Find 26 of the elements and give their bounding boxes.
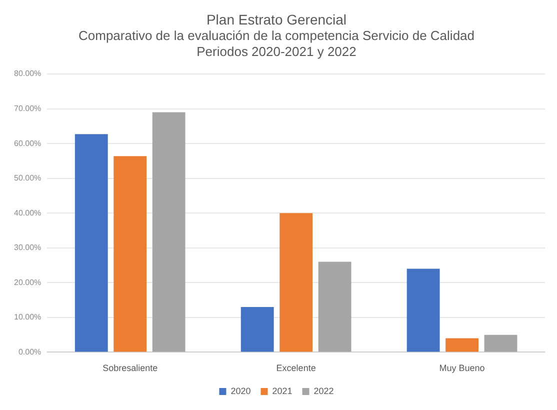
bar [152,112,186,352]
y-tick-label: 40.00% [14,208,42,218]
bar [114,156,147,352]
y-tick-label: 70.00% [14,104,42,113]
bar [484,334,518,352]
y-tick-label: 10.00% [14,312,42,322]
legend-label: 2022 [314,386,334,396]
y-tick-label: 80.00% [14,69,42,78]
y-tick-label: 60.00% [14,138,42,148]
y-tick-label: 30.00% [14,243,42,252]
bar [318,262,352,352]
bar [280,213,313,352]
chart-title: Plan Estrato Gerencial [206,11,347,28]
bar [446,338,478,352]
y-tick-label: 0.00% [18,347,42,356]
legend-label: 2021 [272,386,292,396]
y-tick-label: 20.00% [14,278,42,287]
bar [74,134,108,352]
y-tick-label: 50.00% [14,174,42,183]
legend-label: 2020 [230,386,251,396]
x-tick-label: Sobresaliente [102,363,158,374]
bar [240,306,274,352]
chart-subtitle: Comparativo de la evaluación de la competencia Servicio de Calidad Periodos 2020-2021 y 2022 [78,28,475,59]
x-tick-label: Muy Bueno [439,363,485,374]
bar [406,268,440,352]
x-tick-label: Excelente [276,363,316,374]
